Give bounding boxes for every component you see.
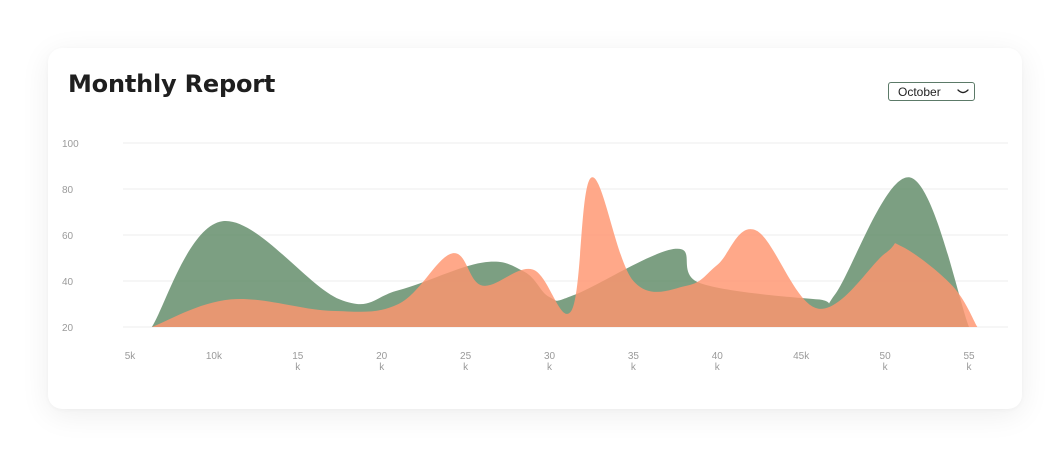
x-tick-label: 50 k [880,351,892,373]
report-card: Monthly Report October 20 40 60 80 100 5k 10k… [48,48,1022,409]
y-tick-label: 100 [62,139,79,150]
y-tick-label: 80 [62,185,74,196]
x-tick-label: 35 k [628,351,640,373]
x-tick-label: 5k [125,351,137,362]
x-axis: 5k 10k 15 k 20 k 25 k 30 k 35 k 40 k 45k 50 k 55 k [125,351,975,373]
x-tick-label: 40 k [712,351,724,373]
y-tick-label: 40 [62,277,74,288]
y-axis: 20 40 60 80 100 [62,139,79,334]
y-tick-label: 20 [62,323,74,334]
x-tick-label: 15 k [292,351,304,373]
area-series-2 [151,177,978,327]
x-tick-label: 10k [206,351,223,362]
area-chart: 20 40 60 80 100 5k 10k 15 k 20 k 25 k 30 k 35 k 40 k 45k 50… [62,139,1008,373]
y-tick-label: 60 [62,231,74,242]
page-title: Monthly Report [68,70,276,98]
x-tick-label: 25 k [460,351,472,373]
x-tick-label: 45k [793,351,810,362]
x-tick-label: 30 k [544,351,556,373]
x-tick-label: 20 k [376,351,388,373]
month-select[interactable]: October [888,82,975,101]
month-select-value: October [898,84,941,99]
chevron-down-icon [957,88,969,93]
x-tick-label: 55 k [963,351,975,373]
chart-series [151,177,978,327]
